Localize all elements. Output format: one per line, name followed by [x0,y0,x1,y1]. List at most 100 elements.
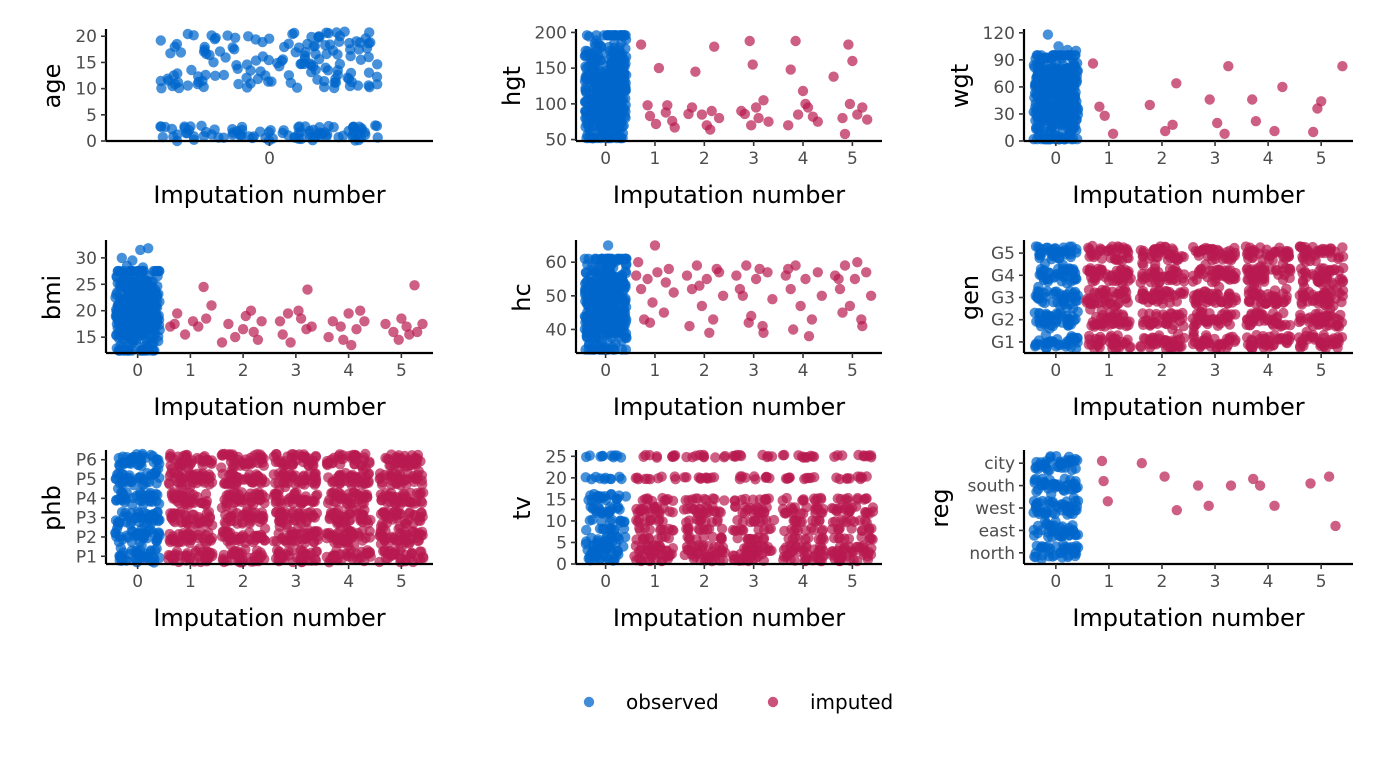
observed-point [1053,74,1063,84]
imputed-point [218,527,228,537]
observed-point [1048,245,1058,255]
x-tick-label: 4 [798,149,809,169]
imputed-point [662,100,672,110]
imputed-point [837,113,847,123]
imputed-point [1178,321,1188,331]
observed-point [1058,260,1068,270]
imputed-point [1316,96,1326,106]
observed-point [210,71,220,81]
imputed-point [169,319,179,329]
observed-point [1043,29,1053,39]
imputed-point [271,489,281,499]
observed-point [152,544,162,554]
imputed-point [1259,334,1269,344]
imputed-point [1301,268,1311,278]
imputed-point [840,129,850,139]
imputed-point [636,39,646,49]
observed-point [156,35,166,45]
x-tick-label: 2 [699,149,710,169]
imputed-point [227,506,237,516]
imputed-point [1145,334,1155,344]
imputed-point [1321,301,1331,311]
imputed-point [1108,129,1118,139]
imputed-point [1300,257,1310,267]
imputed-point [336,321,346,331]
imputed-point [697,301,707,311]
imputed-point [682,270,692,280]
observed-point [151,478,161,488]
imputed-point [1084,285,1094,295]
y-axis-title: gen [956,275,984,320]
imputed-point [1117,256,1127,266]
y-axis-title: hc [508,283,536,311]
x-tick-label: 3 [290,361,301,381]
imputed-point [1299,282,1309,292]
imputed-point [376,509,386,519]
imputed-point [1205,94,1215,104]
imputed-point [1272,312,1282,322]
imputed-point [181,453,191,463]
observed-point [289,28,299,38]
y-tick-label: 120 [983,24,1015,44]
y-tick-label: P4 [76,489,97,509]
observed-point [612,318,622,328]
observed-point [128,327,138,337]
observed-point [184,125,194,135]
x-tick-label: 5 [1316,361,1327,381]
observed-point [150,468,160,478]
imputed-point [253,532,263,542]
imputed-point [1091,250,1101,260]
observed-point [344,74,354,84]
imputed-point [1093,319,1103,329]
imputed-point [1202,244,1212,254]
x-tick-label: 2 [1157,149,1168,169]
imputed-point [253,335,263,345]
imputed-point [1122,317,1132,327]
imputed-point [1105,332,1115,342]
imputed-point [414,466,424,476]
imputed-point [642,474,652,484]
imputed-point [1167,120,1177,130]
observed-point [255,66,265,76]
imputed-point [1230,292,1240,302]
imputed-point [1136,278,1146,288]
imputed-point [362,492,372,502]
x-tick-label: 4 [1263,149,1274,169]
imputed-point [310,512,320,522]
observed-point [581,452,591,462]
imputed-point [1337,61,1347,71]
imputed-point [257,490,267,500]
observed-point [609,100,619,110]
imputed-point [176,465,186,475]
observed-point [593,70,603,80]
observed-point [360,33,370,43]
y-tick-label: P5 [76,470,97,490]
imputed-point [633,257,643,267]
imputed-point [835,284,845,294]
imputed-point [692,260,702,270]
observed-point [606,88,616,98]
imputed-point [375,468,385,478]
imputed-point [394,463,404,473]
x-tick-label: 1 [185,572,196,592]
y-axis-title: wgt [946,64,974,108]
imputed-point [351,477,361,487]
observed-point [136,524,146,534]
observed-point [329,83,339,93]
x-tick-label: 1 [1103,149,1114,169]
observed-point [1037,95,1047,105]
observed-point [1073,307,1083,317]
observed-point [593,270,603,280]
observed-point [127,318,137,328]
y-axis-title: bmi [38,275,66,320]
imputed-point [705,124,715,134]
y-tick-label: P1 [76,547,97,567]
imputed-point [731,270,741,280]
imputed-point [793,109,803,119]
imputed-point [1085,263,1095,273]
